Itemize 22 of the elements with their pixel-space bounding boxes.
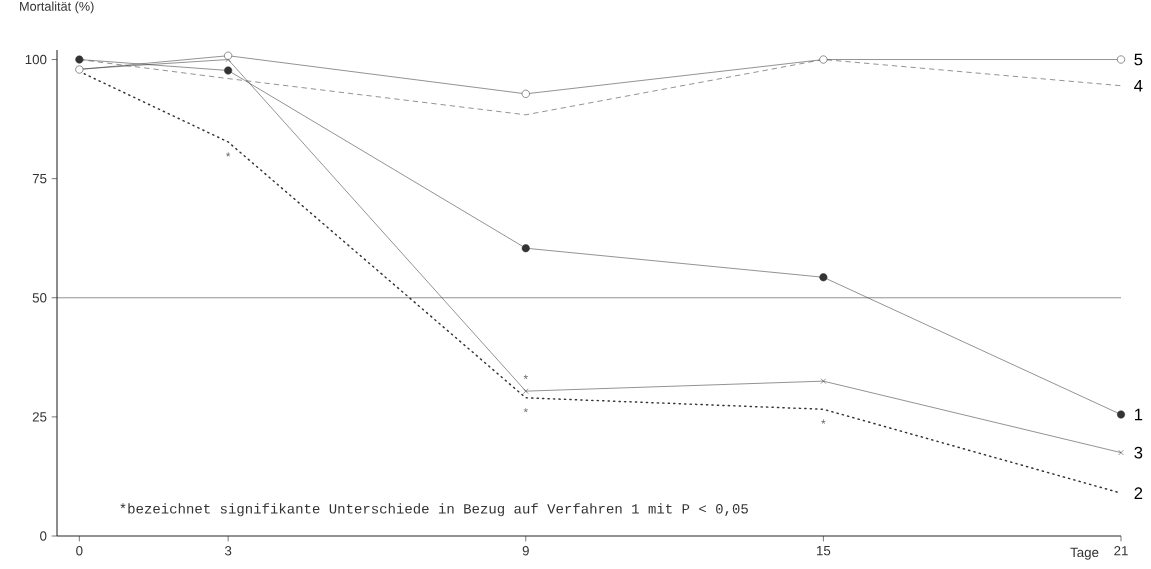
annotation: *bezeichnet signifikante Unterschiede in Bezug auf Verfahren 1 mit P < 0,05 <box>120 503 748 517</box>
y-axis-title: Mortalität (%) <box>20 1 94 14</box>
series-label: 3 <box>1134 446 1143 459</box>
annotation: * <box>523 408 528 413</box>
annotation: * <box>523 374 528 380</box>
y-tick-label: 100 <box>25 54 47 65</box>
series-label: 5 <box>1134 53 1143 66</box>
x-tick-label: 21 <box>1114 546 1128 556</box>
y-tick-label: 0 <box>40 531 47 541</box>
y-tick-label: 25 <box>32 412 47 422</box>
series-label: 4 <box>1134 80 1143 92</box>
x-tick-label: 9 <box>522 546 529 556</box>
x-tick-label: 15 <box>817 546 831 556</box>
series-label: 2 <box>1134 487 1143 499</box>
x-axis-title: Tage <box>1070 547 1099 560</box>
x-tick-label: 0 <box>76 546 83 556</box>
x-tick-label: 3 <box>224 546 232 556</box>
annotation: * <box>821 419 826 424</box>
y-tick-label: 75 <box>32 173 47 184</box>
series-label: 1 <box>1135 408 1143 421</box>
annotation: * <box>226 152 231 157</box>
y-tick-label: 50 <box>32 293 47 303</box>
